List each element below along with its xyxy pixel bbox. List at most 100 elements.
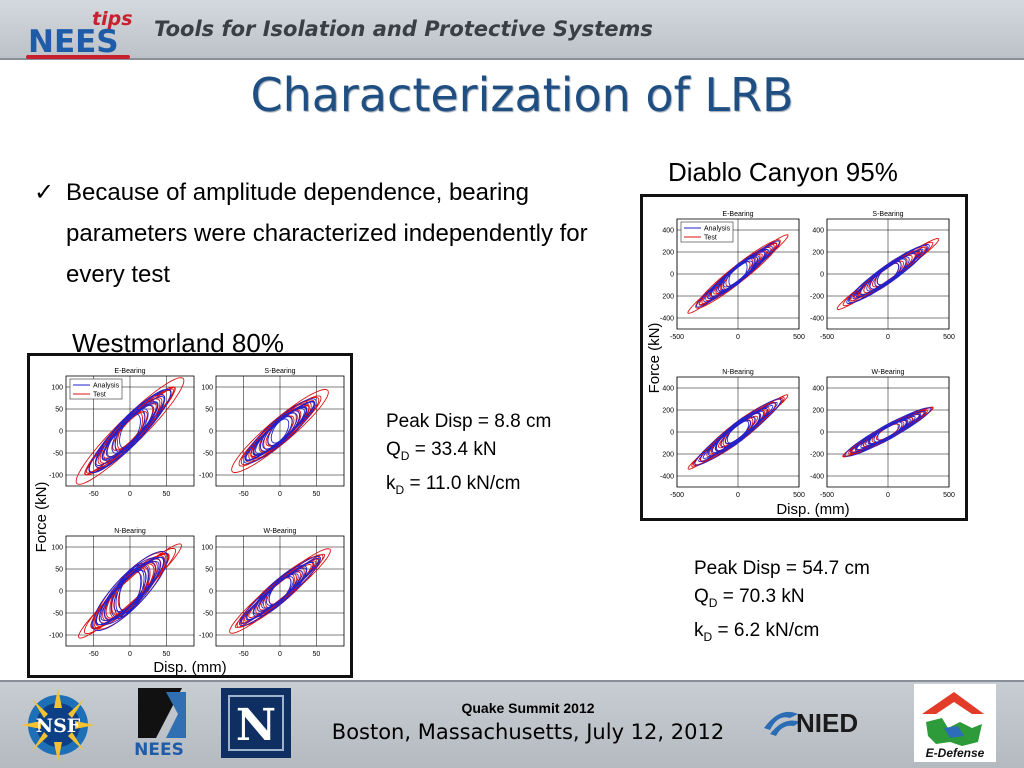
- y-axis-label: Force (kN): [33, 482, 50, 553]
- y-tick-label: 0: [670, 430, 674, 437]
- x-tick-label: 0: [886, 334, 890, 341]
- x-tick-label: 0: [128, 491, 132, 498]
- x-tick-label: -500: [820, 492, 834, 499]
- y-tick-label: 50: [205, 567, 213, 574]
- panel-title: S-Bearing: [264, 368, 295, 375]
- y-tick-label: 50: [55, 567, 63, 574]
- y-tick-label: -200: [810, 294, 824, 301]
- nied-logo-icon: NIED: [764, 708, 858, 738]
- nees-footer-logo-icon: NEES: [134, 688, 186, 758]
- x-tick-label: 50: [162, 491, 170, 498]
- y-tick-label: -100: [199, 633, 213, 640]
- x-tick-label: 0: [278, 491, 282, 498]
- footer-divider: [0, 680, 1024, 682]
- slide-title: Characterization of LRB: [250, 68, 794, 122]
- svg-text:NIED: NIED: [796, 708, 858, 738]
- x-tick-label: 0: [736, 334, 740, 341]
- x-tick-label: -50: [239, 651, 249, 658]
- legend-label: Analysis: [704, 226, 731, 233]
- y-tick-label: 400: [812, 228, 824, 235]
- footer-event: Quake Summit 2012: [461, 700, 595, 716]
- diablo-figure: 400 200 0 200 -400 -500 0 500 E-Bearing Analysis T…: [640, 194, 968, 521]
- panel-title: E-Bearing: [722, 211, 753, 218]
- hysteresis-loops: [842, 406, 934, 458]
- y-tick-label: -400: [810, 474, 824, 481]
- series-line-analysis: [695, 240, 781, 308]
- panel-s-bearing: 100 50 0 -50 -100 -50 0 50 S-Bearing: [199, 368, 345, 498]
- panel-n-bearing: 400 200 0 200 -400 -500 0 500 N-Bearing: [660, 369, 805, 499]
- y-tick-label: 100: [201, 545, 213, 552]
- logo-tips-text: tips: [92, 8, 133, 30]
- unr-logo-icon: N: [221, 688, 291, 758]
- westmorland-hysteresis-plots: 100 50 0 -50 -100 -50 0 50 E-Bearing Analysis Test…: [33, 368, 345, 675]
- x-axis-label: Disp. (mm): [153, 659, 226, 675]
- y-tick-label: 200: [812, 250, 824, 257]
- series-line-analysis: [844, 407, 932, 457]
- x-tick-label: 500: [943, 334, 955, 341]
- x-tick-label: 500: [943, 492, 955, 499]
- panel-w-bearing: 400 200 0 -200 -400 -500 0 500 W-Bearing: [810, 369, 955, 499]
- y-tick-label: 0: [820, 430, 824, 437]
- x-tick-label: -50: [89, 651, 99, 658]
- series-line-analysis: [694, 398, 782, 466]
- svg-text:E-Defense: E-Defense: [926, 746, 985, 760]
- panel-title: E-Bearing: [114, 368, 145, 375]
- y-tick-label: 0: [209, 429, 213, 436]
- hysteresis-loops: [75, 377, 185, 485]
- y-tick-label: 0: [209, 589, 213, 596]
- diablo-hysteresis-plots: 400 200 0 200 -400 -500 0 500 E-Bearing Analysis T…: [646, 211, 955, 518]
- x-tick-label: 0: [278, 651, 282, 658]
- panel-title: S-Bearing: [872, 211, 903, 218]
- legend: Analysis Test: [680, 221, 734, 243]
- series-line-analysis: [243, 398, 317, 464]
- panel-title: N-Bearing: [114, 528, 146, 535]
- x-tick-label: 50: [312, 651, 320, 658]
- panel-w-bearing: 100 50 0 -50 -100 -50 0 50 W-Bearing: [199, 528, 345, 658]
- panel-s-bearing: 400 200 0 -200 -400 -500 0 500 S-Bearing: [810, 211, 955, 341]
- y-tick-label: -100: [49, 633, 63, 640]
- legend-label: Test: [704, 235, 717, 242]
- hysteresis-loops: [229, 548, 331, 634]
- series-line-analysis: [91, 551, 169, 631]
- y-tick-label: 200: [662, 250, 674, 257]
- legend: Analysis Test: [69, 378, 123, 400]
- y-tick-label: 50: [55, 407, 63, 414]
- x-tick-label: 0: [886, 492, 890, 499]
- diablo-peak-disp: Peak Disp = 54.7 cm: [694, 558, 870, 579]
- checkmark-icon: ✓: [34, 179, 55, 206]
- series-line-analysis: [239, 555, 321, 627]
- hysteresis-loops: [687, 394, 789, 470]
- y-tick-label: 100: [51, 545, 63, 552]
- footer-place: Boston, Massachusetts, July 12, 2012: [331, 720, 725, 744]
- y-axis-label: Force (kN): [646, 323, 663, 394]
- x-axis-label: Disp. (mm): [776, 501, 849, 518]
- y-tick-label: 200: [662, 452, 674, 459]
- logo-nees-text: NEES: [28, 24, 119, 60]
- legend-label: Test: [93, 392, 106, 399]
- diablo-qd: QD = 70.3 kN: [694, 586, 805, 610]
- y-tick-label: -200: [810, 452, 824, 459]
- y-tick-label: 0: [59, 589, 63, 596]
- header-divider: [0, 58, 1024, 60]
- y-tick-label: 200: [662, 294, 674, 301]
- westmorland-kd: kD = 11.0 kN/cm: [386, 472, 521, 497]
- hysteresis-loops: [78, 543, 182, 639]
- hysteresis-loops: [231, 389, 329, 473]
- x-tick-label: 500: [793, 334, 805, 341]
- x-tick-label: -500: [820, 334, 834, 341]
- y-tick-label: -50: [53, 611, 63, 618]
- y-tick-label: -100: [199, 473, 213, 480]
- y-tick-label: -50: [203, 611, 213, 618]
- y-tick-label: 400: [662, 228, 674, 235]
- diablo-caption: Diablo Canyon 95%: [668, 157, 898, 187]
- y-tick-label: 0: [670, 272, 674, 279]
- x-tick-label: 50: [312, 491, 320, 498]
- series-line-analysis: [846, 244, 930, 304]
- panel-title: W-Bearing: [264, 528, 297, 535]
- x-tick-label: -50: [239, 491, 249, 498]
- panel-title: W-Bearing: [872, 369, 905, 376]
- y-tick-label: -400: [660, 474, 674, 481]
- hysteresis-loops: [836, 238, 940, 310]
- x-tick-label: 500: [793, 492, 805, 499]
- y-tick-label: 200: [662, 408, 674, 415]
